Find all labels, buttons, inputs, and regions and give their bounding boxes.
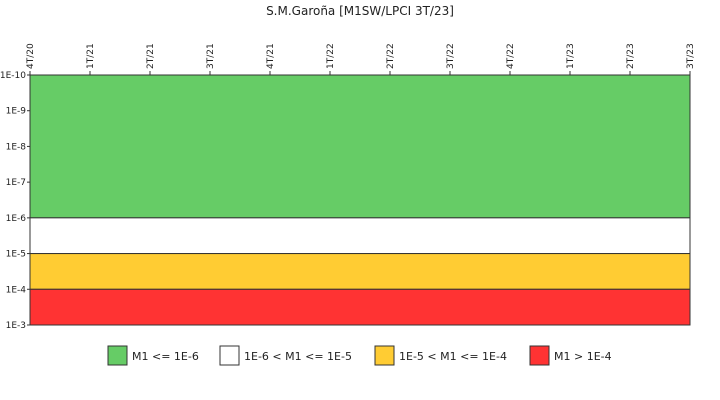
band-0	[29, 74, 691, 219]
bands-layer	[29, 74, 691, 326]
legend-label: 1E-5 < M1 <= 1E-4	[399, 350, 507, 363]
x-tick-label: 4T/21	[266, 43, 276, 69]
legend-swatch	[374, 345, 395, 366]
y-tick-label: 1E-8	[6, 142, 27, 152]
y-tick-label: 1E-3	[6, 321, 26, 331]
y-tick-label: 1E-6	[6, 214, 27, 224]
chart-title: S.M.Garoña [M1SW/LPCI 3T/23]	[266, 4, 454, 18]
legend-label: 1E-6 < M1 <= 1E-5	[244, 350, 352, 363]
y-axis: 1E-10 1E-9 1E-8 1E-7 1E-6 1E-5 1E-4 1E-3	[0, 71, 30, 331]
x-axis: 4T/20 1T/21 2T/21 3T/21 4T/21 1T/22 2T/22 3T/22…	[26, 43, 696, 75]
x-tick-label: 2T/23	[626, 43, 636, 69]
y-tick-label: 1E-5	[6, 250, 26, 260]
x-tick-label: 3T/22	[446, 43, 456, 69]
x-tick-label: 2T/22	[386, 43, 396, 69]
x-tick-label: 2T/21	[146, 43, 156, 69]
legend: M1 <= 1E-6 1E-6 < M1 <= 1E-5 1E-5 < M1 <= …	[107, 345, 612, 366]
legend-label: M1 > 1E-4	[554, 350, 612, 363]
plot-frame	[29, 74, 691, 326]
x-tick-label: 3T/23	[686, 43, 696, 69]
band-1	[29, 217, 691, 255]
legend-label: M1 <= 1E-6	[132, 350, 199, 363]
band-2	[29, 253, 691, 290]
y-tick-label: 1E-7	[6, 178, 26, 188]
band-3	[29, 288, 691, 326]
legend-swatch	[107, 345, 128, 366]
x-tick-label: 1T/23	[566, 43, 576, 69]
x-tick-label: 4T/20	[26, 43, 36, 69]
x-tick-label: 3T/21	[206, 43, 216, 69]
x-tick-label: 1T/21	[86, 43, 96, 69]
legend-swatch	[219, 345, 240, 366]
legend-swatch	[529, 345, 550, 366]
x-tick-label: 4T/22	[506, 43, 516, 69]
y-tick-label: 1E-10	[0, 71, 26, 81]
x-tick-label: 1T/22	[326, 43, 336, 69]
y-tick-label: 1E-9	[6, 107, 27, 117]
y-tick-label: 1E-4	[6, 285, 27, 295]
